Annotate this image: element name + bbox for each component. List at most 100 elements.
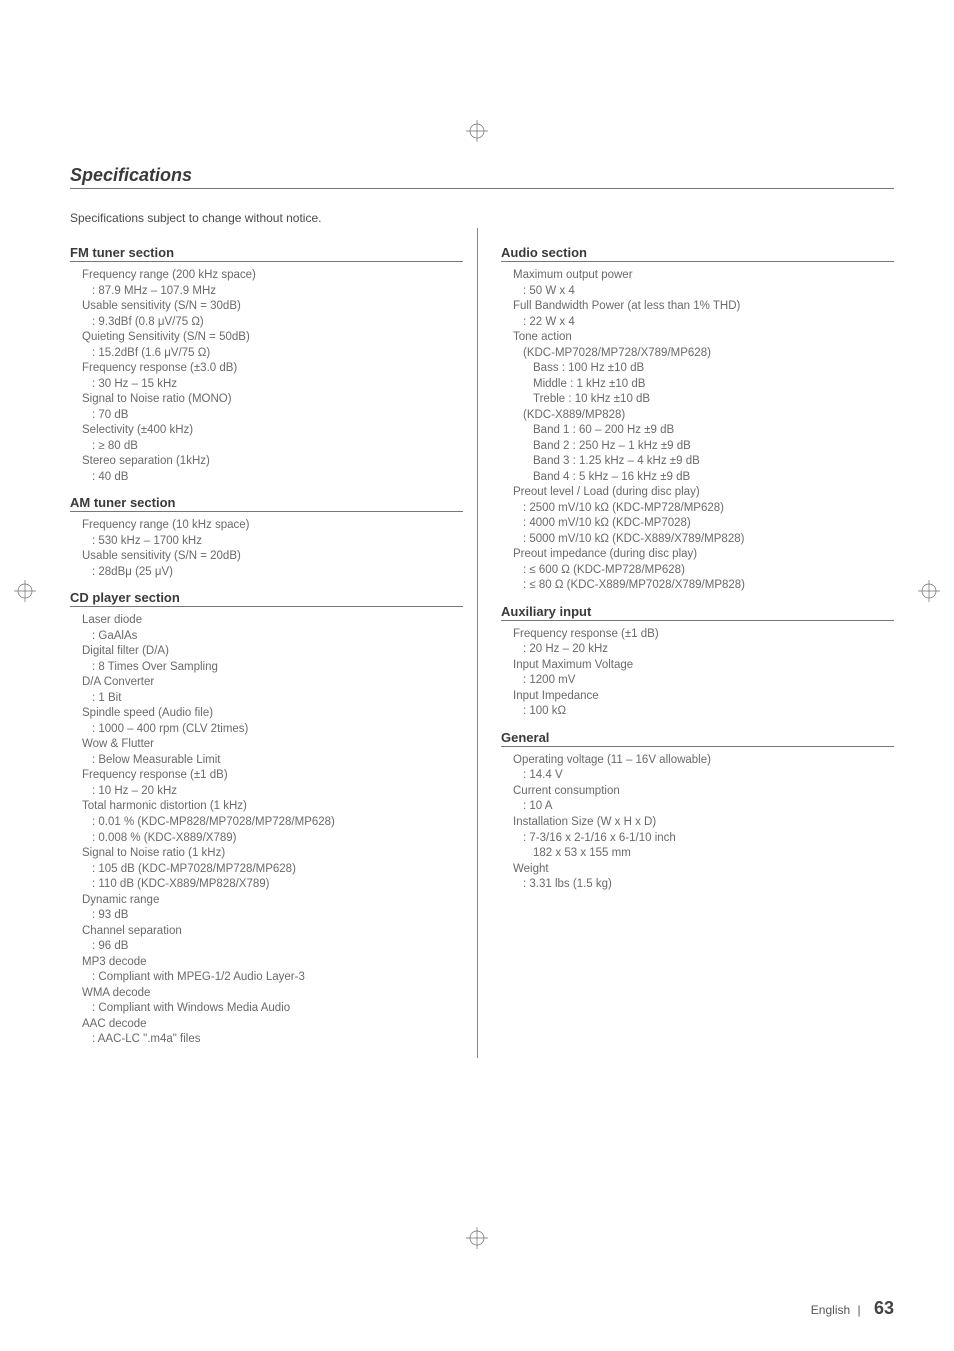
spec-value: : AAC-LC ".m4a" files — [82, 1032, 463, 1048]
section-rule — [501, 261, 894, 262]
left-column: FM tuner section Frequency range (200 kHz… — [70, 239, 463, 1058]
spec-value: : 96 dB — [82, 939, 463, 955]
spec-value: Band 3 : 1.25 kHz – 4 kHz ±9 dB — [513, 454, 894, 470]
spec-value: : 40 dB — [82, 470, 463, 486]
spec-label: Frequency response (±1 dB) — [82, 768, 463, 784]
spec-label: Input Maximum Voltage — [513, 658, 894, 674]
registration-mark-right-icon — [918, 580, 940, 602]
spec-label: Frequency range (10 kHz space) — [82, 518, 463, 534]
registration-mark-left-icon — [14, 580, 36, 602]
spec-label: Frequency response (±3.0 dB) — [82, 361, 463, 377]
spec-value: : 20 Hz – 20 kHz — [513, 642, 894, 658]
spec-value: : 5000 mV/10 kΩ (KDC-X889/X789/MP828) — [513, 532, 894, 548]
section-rule — [70, 511, 463, 512]
registration-mark-bottom-icon — [466, 1227, 488, 1249]
footer-lang: English — [811, 1303, 850, 1317]
spec-value: : 2500 mV/10 kΩ (KDC-MP728/MP628) — [513, 501, 894, 517]
spec-value: : 7-3/16 x 2-1/16 x 6-1/10 inch — [513, 831, 894, 847]
spec-label: Weight — [513, 862, 894, 878]
spec-value: : 30 Hz – 15 kHz — [82, 377, 463, 393]
spec-value: Middle : 1 kHz ±10 dB — [513, 377, 894, 393]
spec-label: Stereo separation (1kHz) — [82, 454, 463, 470]
section-rule — [70, 606, 463, 607]
spec-label: Frequency range (200 kHz space) — [82, 268, 463, 284]
spec-value: : 1000 – 400 rpm (CLV 2times) — [82, 722, 463, 738]
spec-value: 182 x 53 x 155 mm — [513, 846, 894, 862]
spec-label: Current consumption — [513, 784, 894, 800]
spec-label: Preout level / Load (during disc play) — [513, 485, 894, 501]
spec-label: Operating voltage (11 – 16V allowable) — [513, 753, 894, 769]
spec-value: : 1 Bit — [82, 691, 463, 707]
spec-label: Preout impedance (during disc play) — [513, 547, 894, 563]
spec-value: : ≥ 80 dB — [82, 439, 463, 455]
spec-value: : 28dBμ (25 μV) — [82, 565, 463, 581]
spec-value: : 10 A — [513, 799, 894, 815]
spec-value: : Below Measurable Limit — [82, 753, 463, 769]
spec-value: : 8 Times Over Sampling — [82, 660, 463, 676]
spec-label: Tone action — [513, 330, 894, 346]
spec-value: : Compliant with Windows Media Audio — [82, 1001, 463, 1017]
spec-block: Frequency range (200 kHz space): 87.9 MH… — [70, 268, 463, 485]
page-title: Specifications — [70, 165, 894, 186]
spec-value: : 110 dB (KDC-X889/MP828/X789) — [82, 877, 463, 893]
spec-label: Signal to Noise ratio (1 kHz) — [82, 846, 463, 862]
spec-label: Spindle speed (Audio file) — [82, 706, 463, 722]
spec-block: Frequency range (10 kHz space): 530 kHz … — [70, 518, 463, 580]
page-root: Specifications Specifications subject to… — [0, 0, 954, 1349]
section-rule — [501, 746, 894, 747]
spec-value: : 4000 mV/10 kΩ (KDC-MP7028) — [513, 516, 894, 532]
spec-value: Band 1 : 60 – 200 Hz ±9 dB — [513, 423, 894, 439]
section-heading: CD player section — [70, 590, 463, 605]
spec-label: AAC decode — [82, 1017, 463, 1033]
spec-label: Installation Size (W x H x D) — [513, 815, 894, 831]
section-heading: Auxiliary input — [501, 604, 894, 619]
spec-value: : Compliant with MPEG-1/2 Audio Layer-3 — [82, 970, 463, 986]
spec-value: : 10 Hz – 20 kHz — [82, 784, 463, 800]
footer-page-number: 63 — [874, 1298, 894, 1318]
spec-value: : 14.4 V — [513, 768, 894, 784]
spec-value: : 9.3dBf (0.8 μV/75 Ω) — [82, 315, 463, 331]
spec-value: : 93 dB — [82, 908, 463, 924]
spec-value: : 22 W x 4 — [513, 315, 894, 331]
spec-value: : 50 W x 4 — [513, 284, 894, 300]
section-heading: General — [501, 730, 894, 745]
spec-label: Signal to Noise ratio (MONO) — [82, 392, 463, 408]
spec-label: Maximum output power — [513, 268, 894, 284]
section-heading: Audio section — [501, 245, 894, 260]
spec-value: : 15.2dBf (1.6 μV/75 Ω) — [82, 346, 463, 362]
spec-label: Full Bandwidth Power (at less than 1% TH… — [513, 299, 894, 315]
spec-value: (KDC-X889/MP828) — [513, 408, 894, 424]
spec-label: Wow & Flutter — [82, 737, 463, 753]
registration-mark-top-icon — [466, 120, 488, 142]
section-heading: FM tuner section — [70, 245, 463, 260]
column-divider — [477, 228, 478, 1058]
section-heading: AM tuner section — [70, 495, 463, 510]
spec-label: Channel separation — [82, 924, 463, 940]
spec-label: Usable sensitivity (S/N = 30dB) — [82, 299, 463, 315]
spec-value: : 100 kΩ — [513, 704, 894, 720]
spec-value: : 87.9 MHz – 107.9 MHz — [82, 284, 463, 300]
spec-value: Bass : 100 Hz ±10 dB — [513, 361, 894, 377]
spec-value: : GaAlAs — [82, 629, 463, 645]
spec-value: : 530 kHz – 1700 kHz — [82, 534, 463, 550]
spec-block: Maximum output power: 50 W x 4Full Bandw… — [501, 268, 894, 594]
spec-label: Dynamic range — [82, 893, 463, 909]
spec-value: Treble : 10 kHz ±10 dB — [513, 392, 894, 408]
spec-value: Band 4 : 5 kHz – 16 kHz ±9 dB — [513, 470, 894, 486]
spec-block: Frequency response (±1 dB): 20 Hz – 20 k… — [501, 627, 894, 720]
right-column: Audio section Maximum output power: 50 W … — [501, 239, 894, 1058]
intro-text: Specifications subject to change without… — [70, 211, 894, 225]
spec-value: : 105 dB (KDC-MP7028/MP728/MP628) — [82, 862, 463, 878]
spec-label: MP3 decode — [82, 955, 463, 971]
section-rule — [501, 620, 894, 621]
spec-block: Laser diode: GaAlAsDigital filter (D/A):… — [70, 613, 463, 1047]
spec-label: Usable sensitivity (S/N = 20dB) — [82, 549, 463, 565]
title-rule — [70, 188, 894, 189]
spec-label: WMA decode — [82, 986, 463, 1002]
spec-label: Total harmonic distortion (1 kHz) — [82, 799, 463, 815]
spec-value: : 0.01 % (KDC-MP828/MP7028/MP728/MP628) — [82, 815, 463, 831]
spec-value: Band 2 : 250 Hz – 1 kHz ±9 dB — [513, 439, 894, 455]
spec-value: : 0.008 % (KDC-X889/X789) — [82, 831, 463, 847]
section-rule — [70, 261, 463, 262]
spec-label: Quieting Sensitivity (S/N = 50dB) — [82, 330, 463, 346]
